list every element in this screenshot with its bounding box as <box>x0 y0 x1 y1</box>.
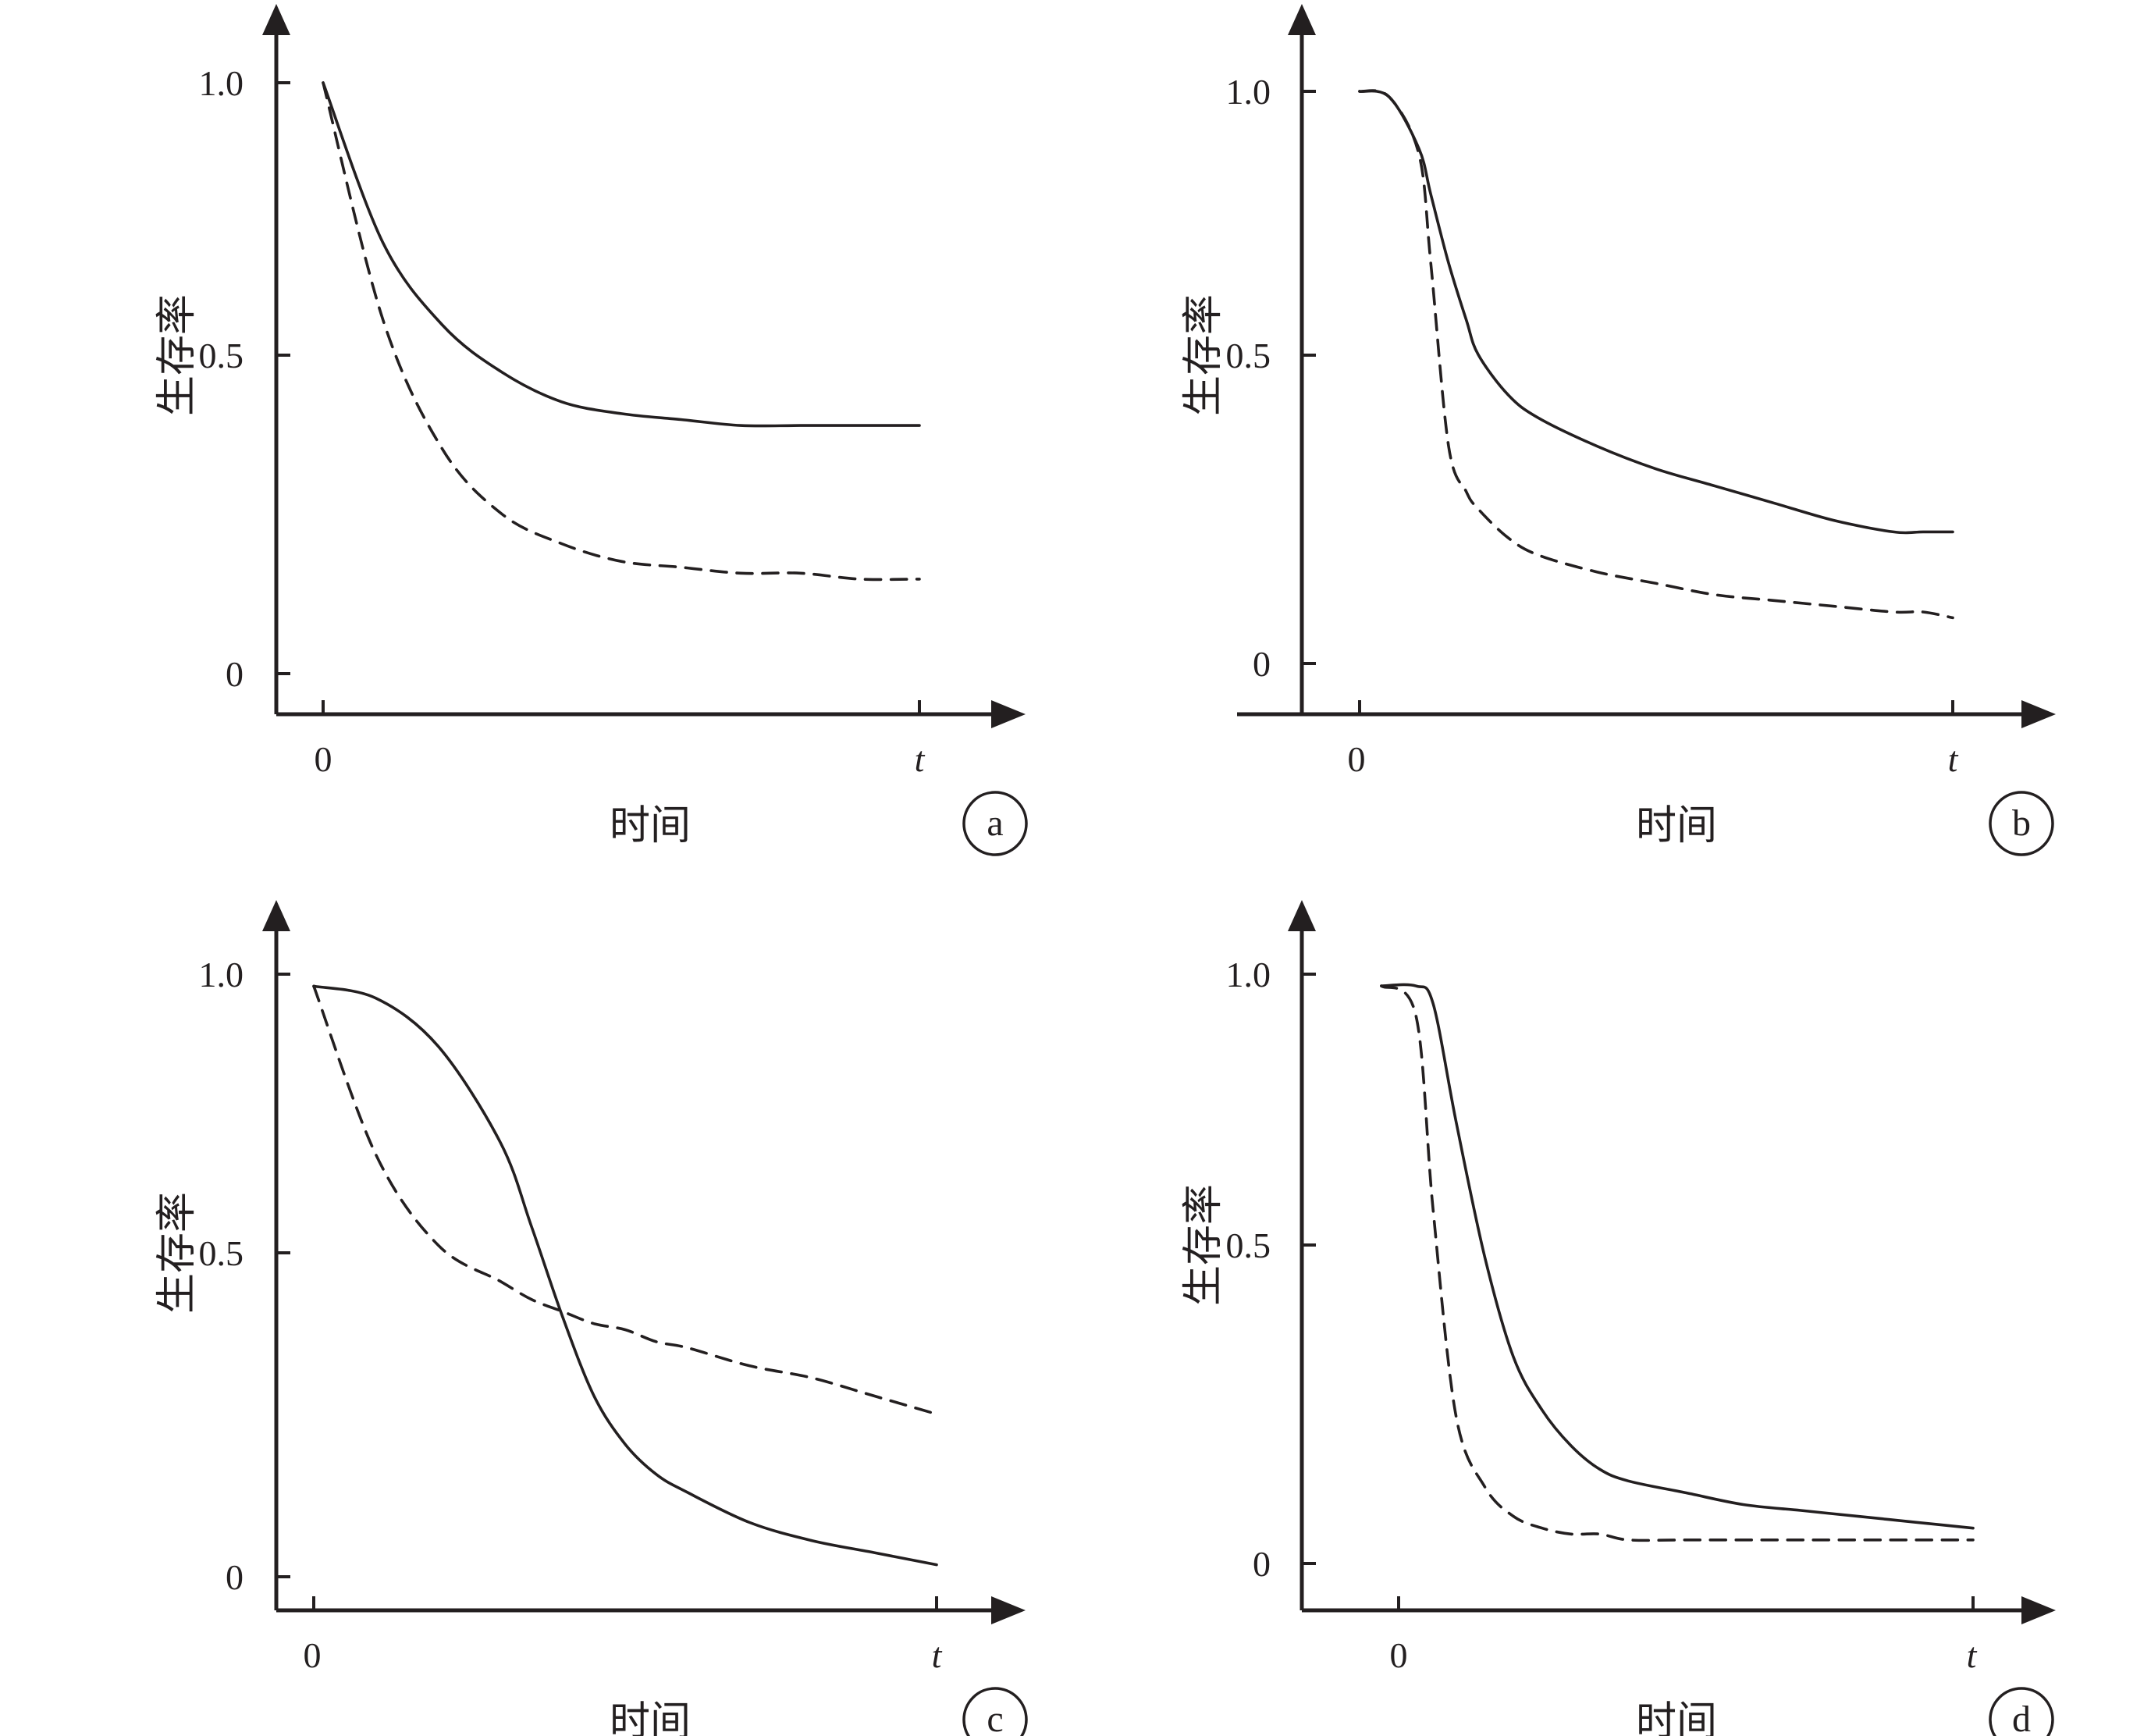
x-tick-label-t: t <box>1948 739 1959 779</box>
x-axis-label: 时间 <box>1636 802 1717 849</box>
dashed-curve <box>1380 984 1975 1542</box>
y-axis-label: 生存率 <box>1180 294 1227 416</box>
x-tick-label-t: t <box>1967 1635 1978 1675</box>
panel-badge <box>1989 791 2054 856</box>
x-tick-label-0: 0 <box>315 739 332 779</box>
panel-b: 1.0 0.5 0 0 t 时间 生存率 b <box>1180 4 2056 856</box>
y-tick-label-0: 0 <box>1253 1544 1271 1584</box>
y-axis-label: 生存率 <box>1180 1184 1227 1306</box>
x-axis-label: 时间 <box>1636 1699 1717 1736</box>
panel-badge-label: b <box>2012 802 2031 844</box>
solid-curve <box>1358 89 1954 535</box>
panel-badge <box>1989 1687 2054 1736</box>
dashed-curve <box>312 984 938 1416</box>
y-tick-label-1: 1.0 <box>1226 72 1271 112</box>
x-axis-label: 时间 <box>610 802 691 849</box>
y-tick-label-05: 0.5 <box>199 1233 244 1273</box>
y-tick-label-05: 0.5 <box>1226 336 1271 375</box>
y-axis-label: 生存率 <box>154 1192 201 1314</box>
y-tick-label-05: 0.5 <box>199 336 244 375</box>
x-axis-label: 时间 <box>610 1699 691 1736</box>
dashed-curve <box>322 81 921 582</box>
y-axis-label: 生存率 <box>154 294 201 416</box>
y-tick-label-0: 0 <box>226 1557 244 1597</box>
y-tick-label-1: 1.0 <box>1226 955 1271 994</box>
x-tick-label-0: 0 <box>304 1635 322 1675</box>
panel-badge <box>962 791 1028 856</box>
solid-curve <box>312 984 938 1567</box>
x-tick-label-0: 0 <box>1348 739 1366 779</box>
x-tick-label-t: t <box>932 1635 943 1675</box>
panel-c: 1.0 0.5 0 0 t 时间 生存率 c <box>154 900 1028 1736</box>
y-tick-label-0: 0 <box>1253 644 1271 684</box>
dashed-curve <box>1358 89 1954 620</box>
panel-a: 1.0 0.5 0 0 t 时间 生存率 a <box>154 4 1028 856</box>
panel-badge-label: d <box>2012 1699 2031 1736</box>
panel-badge-label: c <box>987 1699 1003 1736</box>
y-tick-label-05: 0.5 <box>1226 1226 1271 1265</box>
panel-badge <box>962 1687 1028 1736</box>
x-tick-label-t: t <box>915 739 926 779</box>
panel-d: 1.0 0.5 0 0 t 时间 生存率 d <box>1180 900 2056 1736</box>
y-tick-label-0: 0 <box>226 654 244 694</box>
x-tick-label-0: 0 <box>1390 1635 1408 1675</box>
y-tick-label-1: 1.0 <box>199 63 244 103</box>
solid-curve <box>1380 983 1975 1530</box>
y-tick-label-1: 1.0 <box>199 955 244 994</box>
panel-badge-label: a <box>987 802 1003 844</box>
solid-curve <box>322 81 921 428</box>
